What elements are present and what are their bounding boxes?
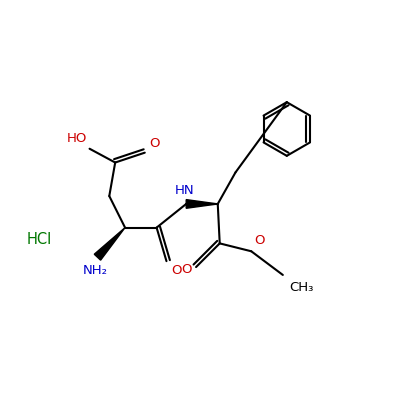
Polygon shape [186,200,218,208]
Polygon shape [94,228,125,260]
Text: NH₂: NH₂ [83,264,108,277]
Text: HCl: HCl [26,232,52,247]
Text: O: O [150,136,160,150]
Text: CH₃: CH₃ [289,281,313,294]
Text: O: O [181,262,191,276]
Text: O: O [254,234,265,247]
Text: O: O [171,264,182,277]
Text: HO: HO [67,132,88,145]
Text: HN: HN [174,184,194,197]
